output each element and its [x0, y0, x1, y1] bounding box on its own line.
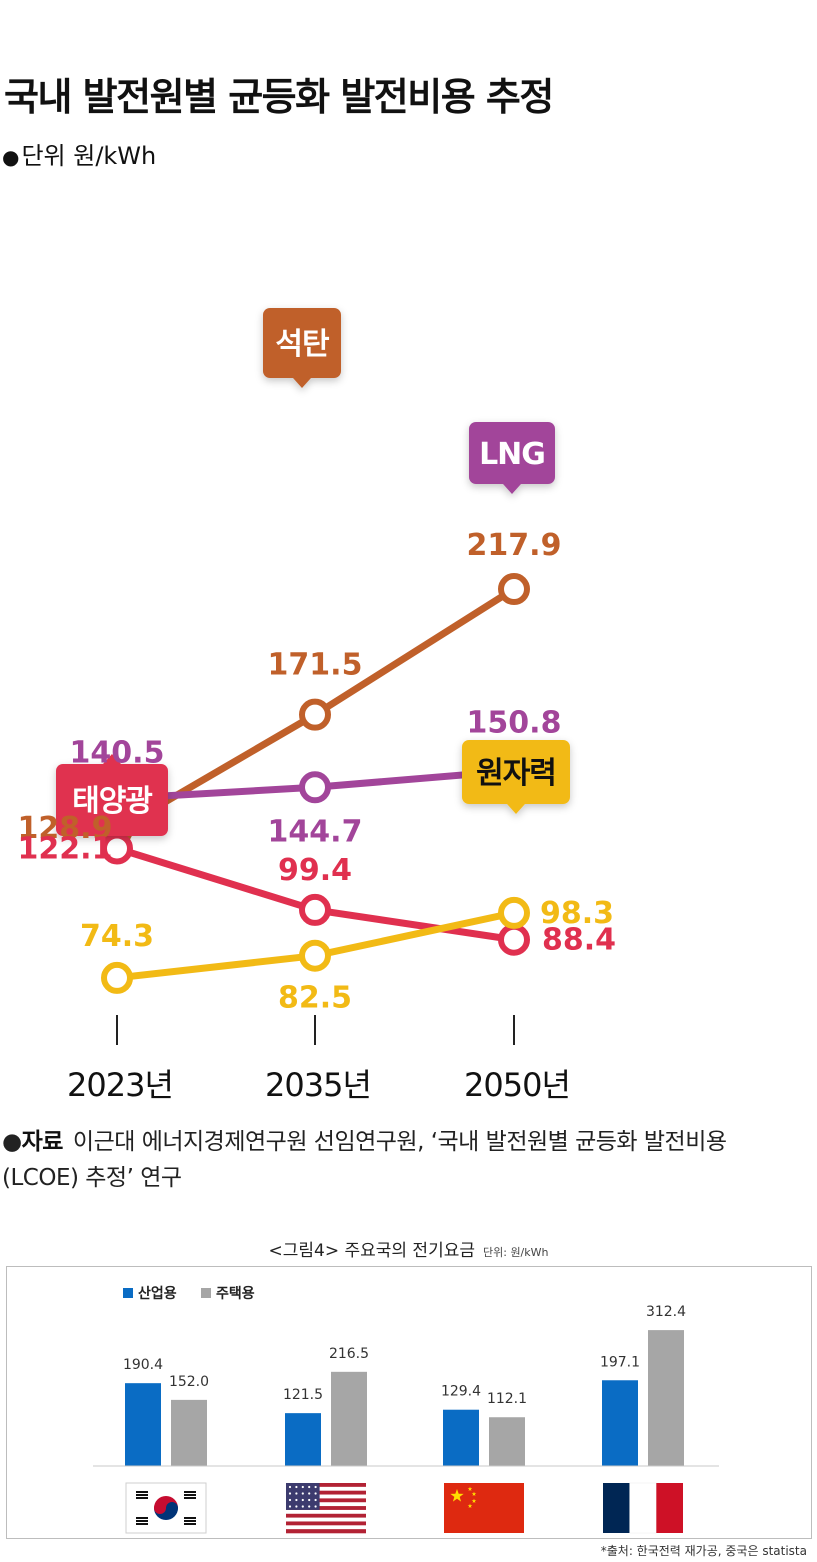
bar-chart: 산업용 주택용 190.4 152.0 121.5 216.5 129.4 112.1 197…	[93, 1285, 719, 1534]
data-point-원자력-1	[299, 939, 331, 972]
legend-label-1: 주택용	[216, 1285, 255, 1302]
data-label-태양광-1: 99.4	[278, 853, 352, 888]
callout-text-LNG: LNG	[479, 437, 545, 472]
bar-chart-title: <그림4> 주요국의 전기요금	[268, 1241, 475, 1261]
bullet-icon: ●	[2, 145, 20, 169]
line-segment-원자력-1	[311, 909, 518, 960]
bar-chart-unit: 단위: 원/kWh	[483, 1246, 549, 1259]
flag-korea-icon	[125, 1482, 207, 1534]
bar-0-1	[171, 1399, 207, 1466]
bullet-icon: ●	[2, 1129, 22, 1155]
legend-swatch-0	[123, 1288, 133, 1298]
data-point-LNG-1	[299, 771, 331, 804]
bar-label-1-1: 216.5	[329, 1346, 369, 1362]
callout-box-석탄	[263, 308, 341, 378]
source-note: ●자료 이근대 에너지경제연구원 선임연구원, ‘국내 발전원별 균등화 발전비용…	[2, 1124, 802, 1196]
data-label-LNG-1: 144.7	[268, 814, 363, 849]
bar-0-0	[125, 1383, 161, 1466]
flag-usa-icon	[286, 1483, 366, 1534]
x-tick-label-2: 2050년	[464, 1066, 570, 1104]
data-label-원자력-1: 82.5	[278, 981, 352, 1016]
data-point-태양광-1	[299, 893, 331, 926]
data-label-원자력-0: 74.3	[80, 919, 154, 954]
data-label-태양광-0: 122.1	[18, 831, 113, 866]
bar-1-1	[331, 1371, 367, 1466]
legend-swatch-1	[201, 1288, 211, 1298]
bar-chart-caption: <그림4> 주요국의 전기요금 단위: 원/kWh	[0, 1236, 817, 1261]
series-callout-태양광	[56, 754, 168, 836]
bar-chart-footnote: *출처: 한국전력 재가공, 중국은 statista	[600, 1544, 807, 1558]
unit-label: 단위 원/kWh	[21, 142, 157, 170]
data-point-원자력-0	[101, 961, 133, 994]
data-point-원자력-2	[498, 896, 530, 929]
callout-text-석탄: 석탄	[275, 327, 330, 362]
source-label: 자료	[21, 1129, 64, 1155]
data-point-석탄-1	[299, 698, 331, 731]
bar-2-1	[489, 1417, 525, 1466]
data-point-석탄-2	[498, 573, 530, 606]
callout-text-원자력: 원자력	[476, 756, 556, 791]
bar-2-0	[443, 1409, 479, 1466]
x-tick-label-1: 2035년	[265, 1066, 371, 1104]
callout-box-태양광	[56, 764, 168, 836]
data-label-태양광-2: 88.4	[542, 923, 616, 958]
series-callout-LNG	[469, 422, 555, 494]
bar-3-1	[648, 1330, 684, 1466]
series-callout-석탄	[263, 308, 341, 388]
callout-tail-원자력	[507, 804, 525, 814]
bar-label-0-1: 152.0	[169, 1374, 209, 1390]
x-tick-label-0: 2023년	[67, 1066, 173, 1104]
line-segment-석탄-1	[311, 585, 518, 719]
data-label-석탄-1: 171.5	[268, 648, 363, 683]
flag-france-icon	[603, 1482, 683, 1534]
source-text: 이근대 에너지경제연구원 선임연구원, ‘국내 발전원별 균등화 발전비용(LC…	[2, 1129, 727, 1191]
legend-label-0: 산업용	[138, 1285, 177, 1302]
bar-1-0	[285, 1413, 321, 1466]
unit-label-line: ●단위 원/kWh	[2, 136, 156, 171]
data-label-석탄-2: 217.9	[467, 528, 562, 563]
callout-tail-LNG	[503, 484, 521, 494]
callout-box-원자력	[462, 740, 570, 804]
bar-chart-frame: 산업용 주택용 190.4 152.0 121.5 216.5 129.4 112.1 197…	[6, 1266, 812, 1539]
line-segment-태양광-0	[113, 844, 319, 914]
line-segment-원자력-0	[113, 952, 319, 982]
series-callout-원자력	[462, 740, 570, 814]
callout-tail-태양광	[103, 754, 121, 764]
data-label-원자력-2: 98.3	[540, 896, 614, 931]
data-label-석탄-0: 128.9	[18, 811, 113, 846]
bar-label-1-0: 121.5	[283, 1387, 323, 1403]
callout-box-LNG	[469, 422, 555, 484]
data-label-LNG-0: 140.5	[70, 736, 165, 771]
line-chart: 석탄 LNG 태양광 원자력 128.9 171.5 217.9 140.5 144.7 150…	[18, 308, 616, 1104]
bar-label-0-0: 190.4	[123, 1357, 163, 1373]
bar-label-2-1: 112.1	[487, 1391, 527, 1407]
bar-3-0	[602, 1380, 638, 1466]
chart-title: 국내 발전원별 균등화 발전비용 추정	[4, 75, 554, 119]
callout-text-태양광: 태양광	[72, 784, 152, 819]
data-label-LNG-2: 150.8	[467, 706, 562, 741]
bar-label-2-0: 129.4	[441, 1384, 481, 1400]
data-point-태양광-2	[498, 923, 530, 956]
bar-label-3-0: 197.1	[600, 1354, 640, 1370]
bar-label-3-1: 312.4	[646, 1304, 686, 1320]
callout-tail-석탄	[293, 378, 311, 388]
line-segment-태양광-1	[311, 906, 518, 944]
flag-china-icon	[444, 1483, 524, 1533]
